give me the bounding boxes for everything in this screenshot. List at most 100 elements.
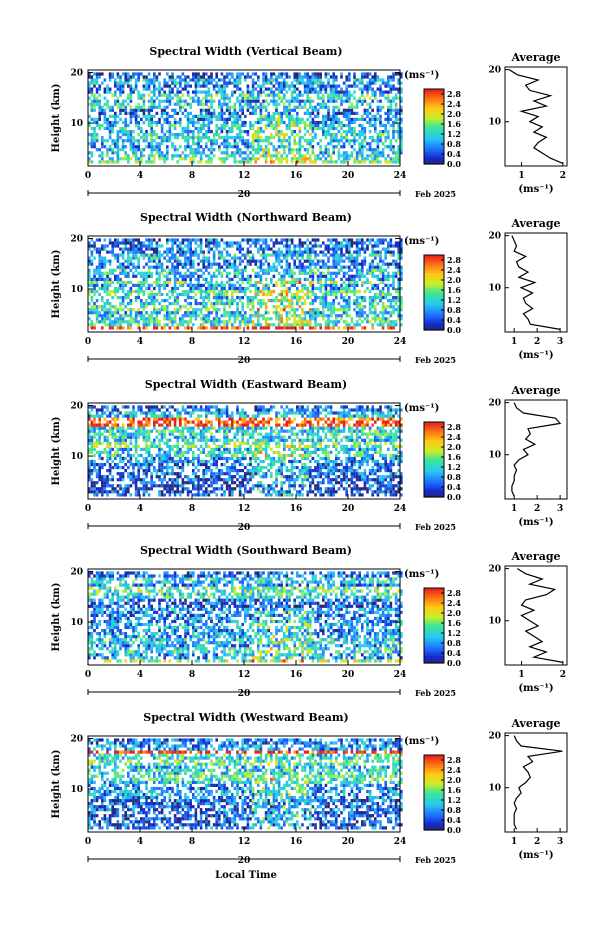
colorbar-tick-label: 2.4 bbox=[447, 265, 461, 275]
panel-northward: Spectral Width (Northward Beam)1020Heigh… bbox=[51, 211, 568, 366]
colorbar-segment bbox=[424, 487, 444, 491]
average-profile-line bbox=[508, 69, 564, 164]
colorbar-segment bbox=[424, 467, 444, 471]
colorbar-segment bbox=[424, 618, 444, 622]
average-y-tick-label: 20 bbox=[488, 399, 501, 409]
colorbar-segment bbox=[424, 424, 444, 428]
x-tick-label: 4 bbox=[137, 171, 143, 181]
colorbar-segment bbox=[424, 126, 444, 130]
y-axis-label: Height (km) bbox=[51, 750, 62, 819]
colorbar-segment bbox=[424, 320, 444, 324]
colorbar-segment bbox=[424, 139, 444, 143]
colorbar-segment bbox=[424, 643, 444, 647]
x-tick-label: 24 bbox=[394, 837, 407, 847]
colorbar-segment bbox=[424, 161, 444, 165]
panel-title: Spectral Width (Westward Beam) bbox=[143, 711, 348, 724]
x-tick-label: 24 bbox=[394, 504, 407, 514]
colorbar-segment bbox=[424, 151, 444, 155]
colorbar-segment bbox=[424, 635, 444, 639]
colorbar-segment bbox=[424, 302, 444, 306]
colorbar-segment bbox=[424, 655, 444, 659]
average-profile-line bbox=[511, 235, 561, 330]
average-x-tick-label: 1 bbox=[518, 171, 524, 181]
colorbar-segment bbox=[424, 772, 444, 776]
colorbar-segment bbox=[424, 825, 444, 829]
average-title: Average bbox=[510, 51, 560, 64]
colorbar-segment bbox=[424, 648, 444, 652]
day-label: 20 bbox=[238, 856, 251, 866]
colorbar-segment bbox=[424, 292, 444, 296]
x-axis-label: Local Time bbox=[215, 870, 277, 881]
colorbar-tick-label: 0.8 bbox=[447, 805, 461, 815]
colorbar-segment bbox=[424, 608, 444, 612]
colorbar-segment bbox=[424, 442, 444, 446]
colorbar-tick-label: 0.4 bbox=[447, 149, 461, 159]
average-x-tick-label: 2 bbox=[534, 337, 540, 347]
average-x-tick-label: 3 bbox=[557, 337, 563, 347]
colorbar-segment bbox=[424, 494, 444, 498]
colorbar-segment bbox=[424, 146, 444, 150]
colorbar-segment bbox=[424, 124, 444, 128]
average-x-label: (ms⁻¹) bbox=[518, 850, 553, 861]
y-axis-label: Height (km) bbox=[51, 417, 62, 486]
colorbar-segment bbox=[424, 800, 444, 804]
colorbar-segment bbox=[424, 121, 444, 125]
colorbar-segment bbox=[424, 312, 444, 316]
colorbar-segment bbox=[424, 603, 444, 607]
colorbar-segment bbox=[424, 615, 444, 619]
colorbar-unit: (ms⁻¹) bbox=[404, 569, 439, 580]
y-tick-label: 10 bbox=[70, 785, 83, 795]
date-label: Feb 2025 bbox=[415, 688, 456, 698]
average-x-tick-label: 3 bbox=[557, 837, 563, 847]
colorbar-segment bbox=[424, 464, 444, 468]
day-label: 20 bbox=[238, 689, 251, 699]
average-frame bbox=[504, 565, 568, 666]
colorbar-segment bbox=[424, 317, 444, 321]
colorbar-segment bbox=[424, 489, 444, 493]
x-tick-label: 8 bbox=[189, 337, 195, 347]
colorbar-segment bbox=[424, 492, 444, 496]
colorbar-tick-label: 0.8 bbox=[447, 472, 461, 482]
colorbar-segment bbox=[424, 104, 444, 108]
colorbar-segment bbox=[424, 270, 444, 274]
colorbar-frame bbox=[423, 254, 445, 331]
colorbar-tick-label: 2.4 bbox=[447, 765, 461, 775]
colorbar-segment bbox=[424, 765, 444, 769]
colorbar-segment bbox=[424, 822, 444, 826]
x-tick-label: 8 bbox=[189, 670, 195, 680]
x-tick-label: 8 bbox=[189, 837, 195, 847]
colorbar-segment bbox=[424, 454, 444, 458]
colorbar-segment bbox=[424, 257, 444, 261]
average-x-tick-label: 1 bbox=[518, 670, 524, 680]
colorbar-segment bbox=[424, 620, 444, 624]
colorbar-unit: (ms⁻¹) bbox=[404, 70, 439, 81]
average-x-tick-label: 2 bbox=[534, 504, 540, 514]
colorbar-tick-label: 2.8 bbox=[447, 89, 461, 99]
colorbar-segment bbox=[424, 770, 444, 774]
colorbar-segment bbox=[424, 432, 444, 436]
colorbar-segment bbox=[424, 429, 444, 433]
x-tick-label: 4 bbox=[137, 837, 143, 847]
colorbar-segment bbox=[424, 457, 444, 461]
colorbar-segment bbox=[424, 797, 444, 801]
average-x-tick-label: 2 bbox=[534, 837, 540, 847]
colorbar-tick-label: 0.0 bbox=[447, 658, 461, 668]
colorbar-segment bbox=[424, 459, 444, 463]
x-tick-label: 24 bbox=[394, 670, 407, 680]
colorbar-segment bbox=[424, 610, 444, 614]
x-tick-label: 12 bbox=[238, 837, 251, 847]
average-title: Average bbox=[510, 550, 560, 563]
average-x-label: (ms⁻¹) bbox=[518, 350, 553, 361]
colorbar-segment bbox=[424, 89, 444, 93]
colorbar-frame bbox=[423, 421, 445, 498]
average-x-label: (ms⁻¹) bbox=[518, 683, 553, 694]
colorbar-segment bbox=[424, 452, 444, 456]
average-profile-line bbox=[513, 735, 563, 830]
colorbar-unit: (ms⁻¹) bbox=[404, 236, 439, 247]
x-tick-label: 12 bbox=[238, 670, 251, 680]
x-tick-label: 16 bbox=[290, 670, 303, 680]
x-tick-label: 0 bbox=[85, 171, 91, 181]
colorbar-segment bbox=[424, 255, 444, 259]
average-x-tick-label: 3 bbox=[557, 504, 563, 514]
colorbar-tick-label: 1.6 bbox=[447, 119, 461, 129]
